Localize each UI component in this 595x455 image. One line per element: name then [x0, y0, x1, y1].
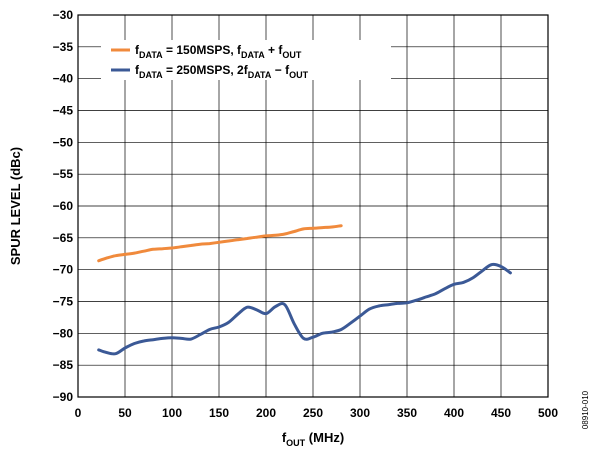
series-line-2: [97, 262, 512, 356]
y-tick-label: −90: [53, 390, 74, 404]
y-axis-label: SPUR LEVEL (dBc): [8, 147, 23, 265]
y-tick-label: −85: [53, 358, 74, 372]
x-tick-label: 150: [209, 406, 229, 420]
x-tick-labels: 0 50 100 150 200 250 300 350 400 450 500: [75, 406, 559, 420]
x-tick-label: 300: [350, 406, 370, 420]
legend-background: [101, 40, 391, 80]
legend-label-2: fDATA = 250MSPS, 2fDATA − fOUT: [135, 63, 309, 80]
x-axis-label: fOUT (MHz): [282, 430, 344, 448]
y-tick-label: −55: [53, 167, 74, 181]
figure-code: 08910-010: [581, 390, 590, 429]
y-tick-label: −80: [53, 326, 74, 340]
y-tick-label: −35: [53, 40, 74, 54]
x-tick-label: 450: [491, 406, 511, 420]
y-tick-label: −75: [53, 295, 74, 309]
x-tick-label: 0: [75, 406, 82, 420]
plot-frame: [77, 14, 549, 398]
y-tick-label: −30: [53, 8, 74, 22]
x-tick-label: 500: [538, 406, 558, 420]
y-tick-label: −45: [53, 104, 74, 118]
x-tick-label: 100: [162, 406, 182, 420]
series-line-1: [97, 224, 343, 263]
y-tick-label: −60: [53, 199, 74, 213]
y-tick-label: −40: [53, 72, 74, 86]
x-tick-label: 200: [256, 406, 276, 420]
x-tick-label: 50: [118, 406, 132, 420]
y-tick-label: −65: [53, 231, 74, 245]
y-tick-label: −70: [53, 263, 74, 277]
y-tick-label: −50: [53, 135, 74, 149]
x-tick-label: 350: [397, 406, 417, 420]
x-tick-label: 400: [444, 406, 464, 420]
series-lines: [97, 224, 512, 356]
legend: fDATA = 150MSPS, fDATA + fOUT fDATA = 250…: [101, 40, 391, 80]
x-tick-label: 250: [303, 406, 323, 420]
y-tick-labels: −30 −35 −40 −45 −50 −55 −60 −65 −70 −75 −80 −85 −90: [53, 8, 74, 404]
legend-label-1: fDATA = 150MSPS, fDATA + fOUT: [135, 43, 302, 60]
